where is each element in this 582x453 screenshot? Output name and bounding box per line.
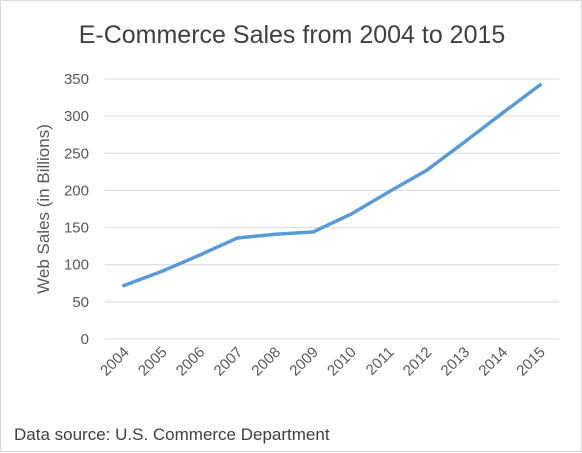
x-tick-label: 2010 — [324, 344, 360, 380]
data-point — [197, 253, 202, 257]
x-tick-label: 2008 — [248, 344, 284, 380]
data-point — [349, 212, 353, 216]
x-tick-label: 2006 — [173, 344, 209, 380]
y-axis-label: Web Sales (in Billions) — [34, 124, 53, 294]
data-source-note: Data source: U.S. Commerce Department — [14, 425, 330, 444]
x-tick-label: 2014 — [475, 344, 511, 380]
y-tick-label: 300 — [64, 108, 89, 125]
x-tick-label: 2011 — [363, 344, 398, 379]
data-point — [462, 140, 467, 144]
y-tick-label: 50 — [72, 294, 89, 311]
x-tick-label: 2012 — [400, 344, 436, 380]
gridlines — [105, 78, 559, 340]
chart-title: E-Commerce Sales from 2004 to 2015 — [78, 21, 506, 49]
data-point — [311, 230, 315, 234]
x-tick-label: 2007 — [211, 344, 247, 380]
series-group — [122, 83, 542, 288]
x-tick-label: 2009 — [286, 344, 322, 380]
y-tick-label: 350 — [64, 71, 89, 88]
x-tick-label: 2013 — [438, 344, 474, 380]
y-tick-label: 0 — [81, 331, 89, 348]
series-line — [122, 83, 542, 288]
y-tick-label: 200 — [64, 182, 89, 199]
data-point — [387, 190, 391, 194]
y-axis-ticks: 0 50 100 150 200 250 300 350 — [64, 71, 89, 348]
data-point — [160, 269, 164, 274]
x-tick-label: 2005 — [135, 344, 171, 380]
data-point — [122, 283, 126, 288]
x-axis-ticks: 2004 2005 2006 2007 2008 2009 2010 2011 2012 2013… — [97, 344, 549, 380]
y-tick-label: 250 — [64, 145, 89, 162]
data-point — [500, 111, 504, 115]
data-point — [273, 232, 277, 237]
y-tick-label: 150 — [64, 220, 89, 237]
x-tick-label: 2004 — [97, 344, 133, 380]
data-point — [235, 236, 240, 240]
data-point — [424, 168, 429, 173]
y-tick-label: 100 — [64, 257, 89, 274]
x-tick-label: 2015 — [513, 344, 549, 380]
data-point — [538, 83, 542, 87]
